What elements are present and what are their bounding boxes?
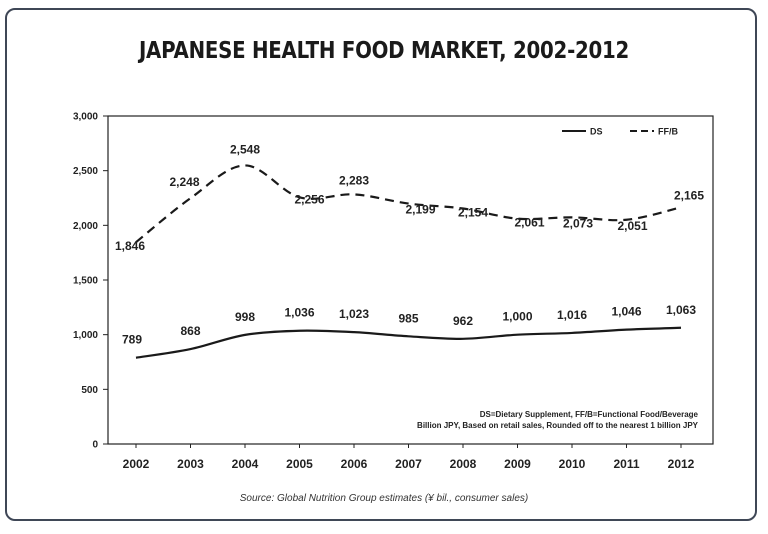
y-tick-label: 0 — [92, 440, 98, 451]
chart-title: JAPANESE HEALTH FOOD MARKET, 2002-2012 — [138, 38, 630, 64]
x-tick-label: 2007 — [395, 457, 422, 471]
series-line-ffb — [135, 164, 682, 244]
x-tick-label: 2011 — [613, 457, 639, 471]
data-label: 1,016 — [557, 308, 587, 322]
plot-area-frame — [107, 115, 714, 445]
x-tick-label: 2004 — [232, 457, 259, 471]
data-label: 2,248 — [169, 175, 199, 189]
data-label: 2,283 — [339, 173, 369, 187]
note-line: Billion JPY, Based on retail sales, Roun… — [417, 421, 699, 430]
data-label: 789 — [122, 333, 142, 347]
data-label: 998 — [235, 310, 255, 324]
x-tick-label: 2005 — [286, 457, 313, 471]
data-labels: 789 868 998 1,036 1,023 985 962 1,000 1,016 1,046… — [115, 142, 704, 346]
legend: DS FF/B — [562, 127, 678, 137]
source-note: Source: Global Nutrition Group estimates… — [239, 493, 529, 504]
y-tick-label: 2,000 — [73, 221, 98, 232]
data-label: 1,036 — [284, 306, 314, 320]
x-tick-label: 2003 — [177, 457, 204, 471]
x-tick-label: 2012 — [668, 457, 695, 471]
data-label: 1,023 — [339, 307, 369, 321]
legend-label: FF/B — [658, 127, 678, 137]
series-lines — [135, 164, 682, 359]
data-label: 962 — [453, 314, 473, 328]
series-line-ds — [135, 326, 682, 359]
note-line: DS=Dietary Supplement, FF/B=Functional F… — [480, 410, 699, 419]
data-label: 2,548 — [230, 142, 260, 156]
tick-labels: 0 500 1,000 1,500 2,000 2,500 3,000 2002 2003 200… — [73, 112, 695, 472]
data-label: 2,199 — [405, 203, 435, 217]
y-tick-label: 1,000 — [73, 330, 98, 341]
data-label: 1,846 — [115, 239, 145, 253]
y-tick-label: 1,500 — [73, 276, 98, 287]
data-label: 868 — [180, 324, 200, 338]
x-tick-label: 2006 — [341, 457, 368, 471]
data-label: 1,063 — [666, 303, 696, 317]
axes — [103, 115, 714, 448]
y-tick-label: 3,000 — [73, 112, 98, 123]
chart-card — [5, 8, 757, 521]
data-label: 2,061 — [514, 216, 544, 230]
x-tick-label: 2002 — [123, 457, 150, 471]
data-label: 1,046 — [611, 305, 641, 319]
data-label: 2,051 — [617, 219, 647, 233]
data-label: 2,154 — [458, 205, 488, 219]
data-label: 1,000 — [502, 310, 532, 324]
data-label: 985 — [398, 311, 418, 325]
chart-notes: DS=Dietary Supplement, FF/B=Functional F… — [417, 410, 699, 430]
legend-label: DS — [590, 127, 603, 137]
x-tick-label: 2008 — [450, 457, 477, 471]
y-tick-label: 500 — [81, 385, 98, 396]
data-label: 2,256 — [294, 192, 324, 206]
x-tick-label: 2010 — [559, 457, 586, 471]
data-label: 2,073 — [563, 216, 593, 230]
y-tick-label: 2,500 — [73, 166, 98, 177]
data-label: 2,165 — [674, 188, 704, 202]
x-tick-label: 2009 — [504, 457, 531, 471]
